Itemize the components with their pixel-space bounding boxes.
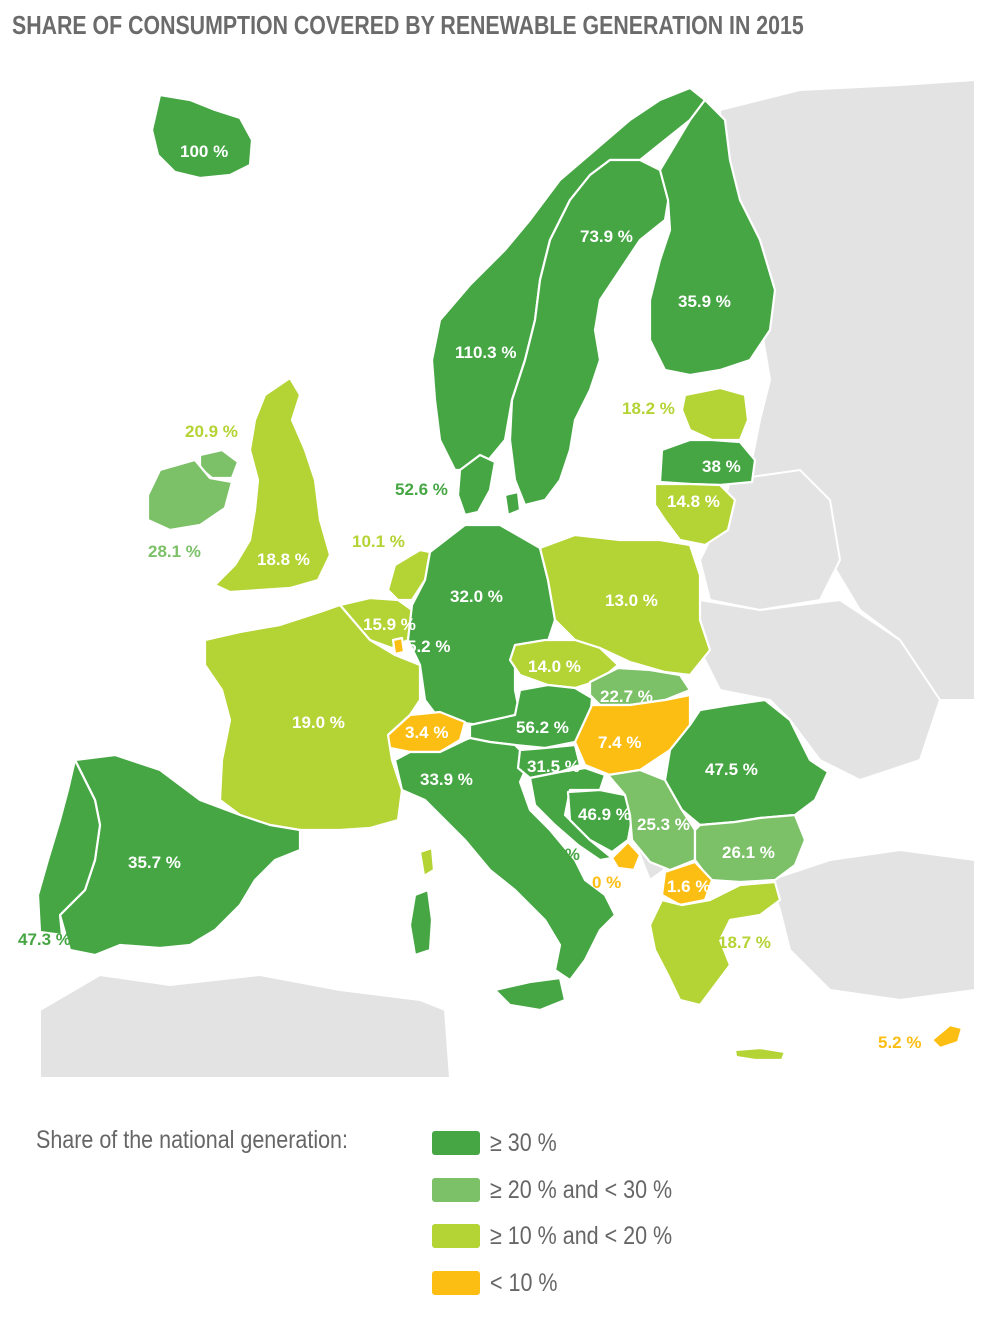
label-bosnia: 46.9 % bbox=[578, 805, 631, 824]
legend-title: Share of the national generation: bbox=[36, 1126, 348, 1154]
country-bosnia[interactable] bbox=[566, 788, 634, 854]
country-crete[interactable] bbox=[733, 1046, 787, 1062]
country-labels: 100 % 110.3 % 73.9 % 35.9 % 18.2 % 38 % … bbox=[18, 142, 921, 1052]
country-great-britain[interactable] bbox=[213, 376, 332, 594]
country-finland[interactable] bbox=[648, 98, 777, 377]
label-austria: 56.2 % bbox=[516, 718, 569, 737]
country-lithuania[interactable] bbox=[653, 482, 737, 547]
country-sweden[interactable] bbox=[508, 158, 672, 507]
label-czechia: 14.0 % bbox=[528, 657, 581, 676]
country-italy-sardinia[interactable] bbox=[408, 888, 434, 957]
label-serbia: 25.3 % bbox=[637, 815, 690, 834]
country-poland[interactable] bbox=[538, 533, 712, 677]
legend-label-4: < 10 % bbox=[490, 1268, 558, 1297]
label-sweden: 73.9 % bbox=[580, 227, 633, 246]
legend-swatch-2 bbox=[432, 1178, 480, 1202]
label-ireland: 28.1 % bbox=[148, 542, 201, 561]
country-slovenia[interactable] bbox=[516, 743, 582, 780]
label-romania: 47.5 % bbox=[705, 760, 758, 779]
legend-swatch-4 bbox=[432, 1271, 480, 1295]
europe-map: 100 % 110.3 % 73.9 % 35.9 % 18.2 % 38 % … bbox=[18, 78, 976, 1079]
country-greece[interactable] bbox=[648, 880, 782, 1007]
label-macedonia: 1.6 % bbox=[667, 877, 710, 896]
map-title: SHARE OF CONSUMPTION COVERED BY RENEWABL… bbox=[12, 10, 804, 40]
legend-item-2: ≥ 20 % and < 30 % bbox=[432, 1176, 702, 1204]
country-denmark[interactable] bbox=[456, 453, 497, 517]
label-great-britain: 18.8 % bbox=[257, 550, 310, 569]
country-romania[interactable] bbox=[663, 698, 830, 827]
country-italy[interactable] bbox=[393, 736, 617, 982]
country-portugal[interactable] bbox=[36, 758, 102, 937]
label-montenegro: 0 % bbox=[592, 873, 621, 892]
turkey-region bbox=[768, 848, 976, 1002]
legend-label-3: ≥ 10 % and < 20 % bbox=[490, 1221, 673, 1250]
label-slovakia: 22.7 % bbox=[600, 687, 653, 706]
country-luxembourg[interactable] bbox=[391, 636, 406, 656]
countries bbox=[36, 86, 964, 1062]
legend-swatch-1 bbox=[432, 1131, 480, 1155]
legend-swatch-3 bbox=[432, 1224, 480, 1248]
label-denmark: 52.6 % bbox=[395, 480, 448, 499]
label-switzerland: 3.4 % bbox=[405, 723, 448, 742]
label-france: 19.0 % bbox=[292, 713, 345, 732]
legend-item-4: < 10 % bbox=[432, 1269, 569, 1297]
legend-item-1: ≥ 30 % bbox=[432, 1129, 568, 1157]
label-netherlands: 10.1 % bbox=[352, 532, 405, 551]
legend-label-1: ≥ 30 % bbox=[490, 1128, 557, 1157]
label-italy: 33.9 % bbox=[420, 770, 473, 789]
label-slovenia: 31.5 % bbox=[527, 757, 580, 776]
label-lithuania: 14.8 % bbox=[667, 492, 720, 511]
country-estonia[interactable] bbox=[680, 386, 750, 442]
label-estonia: 18.2 % bbox=[622, 399, 675, 418]
country-montenegro[interactable] bbox=[610, 840, 642, 872]
label-latvia: 38 % bbox=[702, 457, 741, 476]
label-belgium: 15.9 % bbox=[363, 615, 416, 634]
country-switzerland[interactable] bbox=[383, 710, 467, 754]
country-ireland[interactable] bbox=[146, 458, 234, 532]
label-spain: 35.7 % bbox=[128, 853, 181, 872]
country-corsica[interactable] bbox=[418, 846, 436, 878]
label-germany: 32.0 % bbox=[450, 587, 503, 606]
label-norway: 110.3 % bbox=[455, 343, 516, 362]
country-iceland[interactable] bbox=[150, 93, 254, 180]
label-luxembourg: 5.2 % bbox=[407, 637, 450, 656]
label-greece: 18.7 % bbox=[718, 933, 771, 952]
label-hungary: 7.4 % bbox=[598, 733, 641, 752]
legend-item-3: ≥ 10 % and < 20 % bbox=[432, 1222, 702, 1250]
label-iceland: 100 % bbox=[180, 142, 228, 161]
country-cyprus[interactable] bbox=[930, 1023, 964, 1050]
ukraine-region bbox=[699, 598, 942, 782]
legend-label-2: ≥ 20 % and < 30 % bbox=[490, 1175, 673, 1204]
label-portugal: 47.3 % bbox=[18, 930, 71, 949]
country-italy-sicily[interactable] bbox=[493, 976, 567, 1012]
north-africa-region bbox=[39, 973, 452, 1079]
label-finland: 35.9 % bbox=[678, 292, 731, 311]
label-northern-ireland: 20.9 % bbox=[185, 422, 238, 441]
label-cyprus: 5.2 % bbox=[878, 1033, 921, 1052]
label-poland: 13.0 % bbox=[605, 591, 658, 610]
country-netherlands[interactable] bbox=[386, 548, 432, 602]
background-land bbox=[39, 78, 976, 1079]
label-bulgaria: 26.1 % bbox=[722, 843, 775, 862]
country-slovakia[interactable] bbox=[588, 666, 692, 707]
country-denmark-island[interactable] bbox=[503, 490, 522, 517]
label-croatia: 37.9 % bbox=[527, 845, 580, 864]
